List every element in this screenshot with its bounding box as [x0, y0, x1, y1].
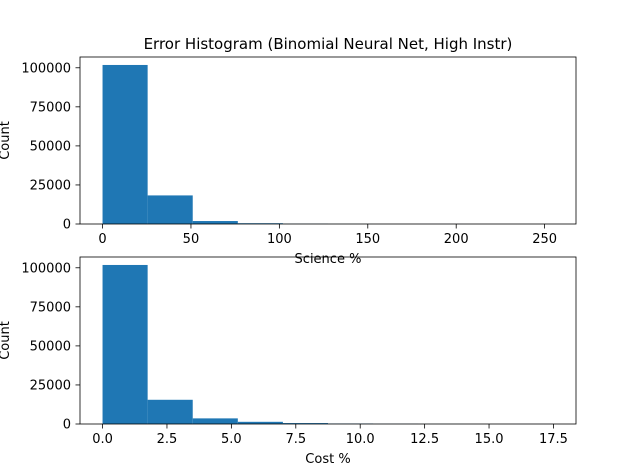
- chart2-bar-1: [147, 399, 193, 424]
- chart2-ytick-label-2: 50000: [30, 339, 71, 354]
- chart1-ytick-label-3: 75000: [30, 100, 71, 115]
- chart2-bar-0: [102, 264, 148, 424]
- chart1-xtick-label-5: 250: [532, 232, 557, 247]
- chart1-ytick-label-1: 25000: [30, 178, 71, 193]
- chart2-x-axis-label: Cost %: [305, 452, 350, 467]
- chart2-xtick-label-1: 2.5: [157, 432, 178, 447]
- chart2-xtick-label-0: 0.0: [92, 432, 113, 447]
- chart1-ytick-label-4: 100000: [21, 61, 71, 76]
- chart2-y-axis-label: Count: [0, 321, 13, 360]
- chart2-xtick-label-6: 15.0: [475, 432, 504, 447]
- chart2-xtick-label-7: 17.5: [539, 432, 568, 447]
- chart1-ytick-label-0: 0: [63, 218, 71, 233]
- chart2-xtick-label-2: 5.0: [221, 432, 242, 447]
- chart1-xtick-label-1: 50: [183, 232, 200, 247]
- chart1-title: Error Histogram (Binomial Neural Net, Hi…: [144, 35, 513, 53]
- chart1-xtick-label-0: 0: [98, 232, 106, 247]
- chart2-bar-2: [192, 418, 238, 424]
- chart2-ytick-label-1: 25000: [30, 378, 71, 393]
- chart1-y-axis-label: Count: [0, 121, 13, 160]
- chart1-ytick-label-2: 50000: [30, 139, 71, 154]
- chart1-xtick-label-2: 100: [267, 232, 292, 247]
- chart2-plot-frame: [79, 256, 577, 425]
- chart1-bar-1: [147, 195, 193, 224]
- chart2-xtick-label-5: 12.5: [410, 432, 439, 447]
- chart1-bar-0: [102, 64, 148, 225]
- chart2-xtick-label-4: 10.0: [346, 432, 375, 447]
- chart2-ytick-label-0: 0: [63, 418, 71, 433]
- chart1-xtick-label-4: 200: [444, 232, 469, 247]
- chart2-bar-3: [237, 421, 283, 424]
- chart2-xtick-label-3: 7.5: [285, 432, 306, 447]
- chart2-ytick-label-4: 100000: [21, 261, 71, 276]
- chart1-x-axis-label: Science %: [295, 252, 362, 267]
- chart2-ytick-label-3: 75000: [30, 300, 71, 315]
- chart1-xtick-label-3: 150: [355, 232, 380, 247]
- chart2-bar-4: [282, 423, 328, 424]
- chart1-bar-2: [192, 221, 238, 224]
- chart1-plot-frame: [79, 56, 577, 225]
